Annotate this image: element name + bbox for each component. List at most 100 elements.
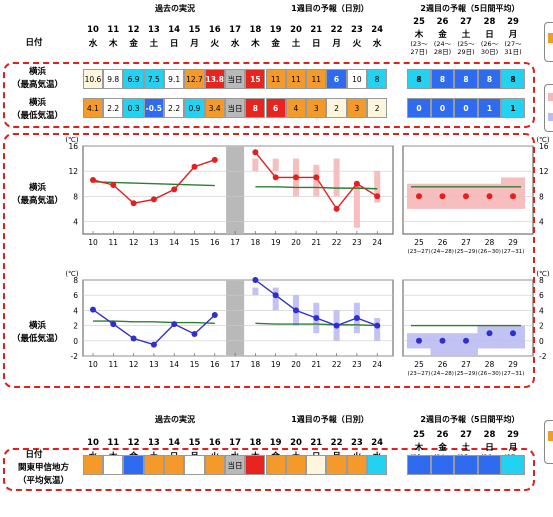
day-number: 14 <box>168 438 181 448</box>
week2-table-cell <box>430 455 455 475</box>
y-tick-label: 6 <box>73 291 78 300</box>
table-cell: 当日 <box>224 69 246 89</box>
day-number: 16 <box>208 438 221 448</box>
week2-table-cell: 8 <box>454 69 478 89</box>
x-tick-label: 13 <box>149 238 159 247</box>
day-number: 22 <box>330 438 343 448</box>
legend-fragment-bottom <box>544 420 553 464</box>
day-number: 12 <box>127 25 140 35</box>
week2-table-cell <box>407 455 431 475</box>
legend-fragment-top <box>544 22 553 62</box>
legend-fragment-mid <box>544 84 553 132</box>
table-cell <box>306 455 327 475</box>
table-cell: 3 <box>306 98 327 118</box>
forecast-range-bar <box>252 158 259 172</box>
week2-day-number: 28 <box>483 430 496 440</box>
y-tick-label-right: 8 <box>539 276 544 285</box>
normal-line-forecast <box>255 322 378 327</box>
forecast-point <box>272 174 279 181</box>
forecast-range-bar <box>374 171 381 203</box>
day-number: 14 <box>168 25 181 35</box>
week2-weekday: 木 <box>414 443 424 453</box>
min-row-label: 横浜 （最低気温） <box>11 98 63 121</box>
observed-point <box>171 186 178 193</box>
table-cell: 7.5 <box>143 69 164 89</box>
week2-point <box>486 330 493 337</box>
table-cell: -0.5 <box>143 98 164 118</box>
week1-header: 1週目の予報（日別） <box>291 4 369 13</box>
forecast-range-bar <box>272 287 279 311</box>
weekday: 水 <box>230 39 240 49</box>
x-tick-label: 16 <box>210 238 220 247</box>
weekday: 月 <box>332 39 341 49</box>
week2-header: 2週目の予報（5日間平均） <box>420 4 520 13</box>
bottom-frame <box>3 448 535 491</box>
weekday: 日 <box>312 39 321 49</box>
weekday: 木 <box>251 39 260 49</box>
x-tick-label: 21 <box>312 360 322 369</box>
week2-table-cell <box>477 455 502 475</box>
y-tick-label: 16 <box>68 142 78 151</box>
week2-table-cell <box>501 455 525 475</box>
week2-range-label: (26−30) <box>478 249 501 255</box>
past-header: 過去の実況 <box>155 4 195 13</box>
y-tick-label: 2 <box>73 322 78 331</box>
x-tick-label: 24 <box>372 238 382 247</box>
week2-weekday: 土 <box>461 443 471 453</box>
week2-range-start: (26〜 <box>480 40 499 48</box>
week2-table-cell: 0 <box>430 98 455 118</box>
week2-day-number: 27 <box>460 17 472 27</box>
observed-point <box>150 341 157 348</box>
x-tick-label: 20 <box>291 238 301 247</box>
y-tick-label: 4 <box>73 306 78 315</box>
week2-point <box>510 330 516 337</box>
week2-table-cell: 8 <box>430 69 455 89</box>
forecast-point <box>252 277 259 283</box>
observed-point <box>191 163 198 170</box>
week2-range-label: (23−27) <box>408 249 431 255</box>
table-cell: 11 <box>306 69 327 89</box>
normal-line-past <box>93 320 215 325</box>
day-number: 11 <box>107 438 120 448</box>
table-cell: 2 <box>367 98 388 118</box>
week2-day-number: 26 <box>436 430 449 440</box>
day-number: 15 <box>188 438 201 448</box>
table-cell: 10.6 <box>82 69 104 89</box>
week2-range-bar <box>501 325 525 349</box>
day-number: 24 <box>371 438 384 448</box>
week2-table-cell: 0 <box>407 98 431 118</box>
y-tick-label: 8 <box>73 192 78 201</box>
weekday: 日 <box>169 39 179 49</box>
week2-day-number: 29 <box>507 17 519 27</box>
week2-range-bar <box>454 333 478 356</box>
week2-x-tick-label: 27 <box>461 360 471 369</box>
table-cell: 6 <box>326 69 347 89</box>
weekday: 木 <box>109 39 118 49</box>
x-tick-label: 18 <box>251 360 261 369</box>
table-cell <box>367 455 388 475</box>
week2-day-number: 27 <box>460 430 472 440</box>
y-tick-label: 8 <box>73 276 78 285</box>
table-cell: 4 <box>285 98 307 118</box>
y-tick-label-right: -2 <box>539 352 547 361</box>
table-cell <box>143 455 164 475</box>
table-cell: 3 <box>346 98 367 118</box>
day-number: 18 <box>249 25 262 35</box>
weekday: 水 <box>88 39 98 49</box>
day-number: 19 <box>269 438 282 448</box>
x-tick-label: 11 <box>109 238 119 247</box>
forecast-point <box>313 174 320 181</box>
x-tick-label: 19 <box>271 238 281 247</box>
forecast-point <box>353 180 360 187</box>
unit-label-right: (℃) <box>536 136 550 144</box>
x-tick-label: 10 <box>88 238 98 247</box>
week2-range-bar <box>477 325 502 349</box>
observed-point <box>211 156 218 163</box>
table-cell <box>164 455 185 475</box>
unit-label-right: (℃) <box>536 270 550 278</box>
x-tick-label: 23 <box>352 360 362 369</box>
y-tick-label: -2 <box>71 352 79 361</box>
table-cell <box>326 455 347 475</box>
observed-point <box>90 176 96 183</box>
week2-weekday: 日 <box>485 443 494 453</box>
